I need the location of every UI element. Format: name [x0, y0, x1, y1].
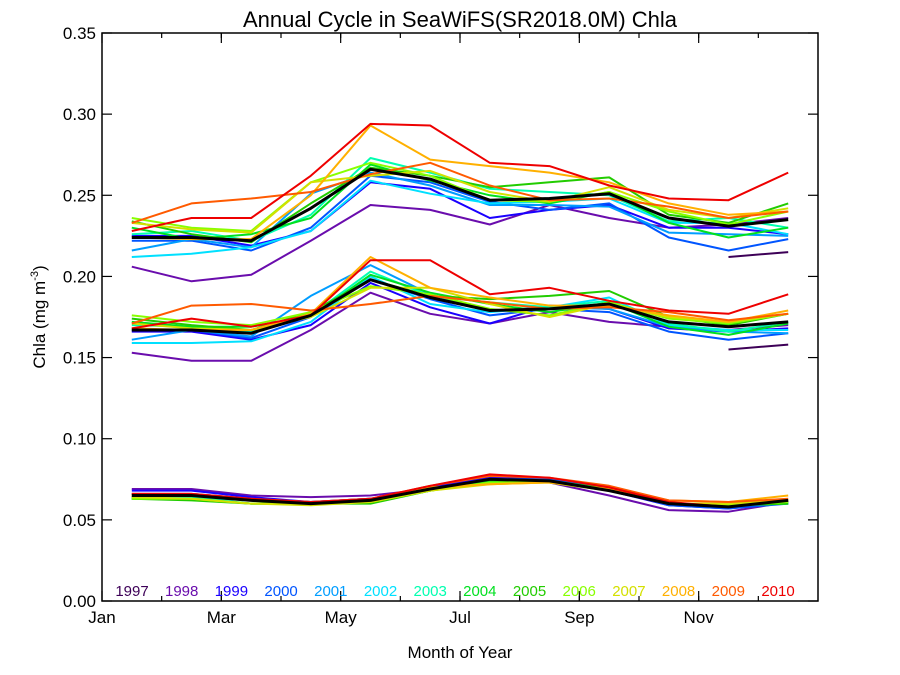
series-line-2008-mid — [131, 256, 789, 331]
x-axis-label: Month of Year — [408, 643, 513, 662]
series-line-1997-high — [728, 251, 789, 258]
mean-line-mid — [131, 278, 789, 335]
series-line-1997-mid — [728, 343, 789, 351]
y-tick-label: 0.20 — [63, 267, 96, 286]
x-tick-label: Jan — [88, 608, 115, 627]
legend-entry-2004: 2004 — [463, 583, 496, 600]
y-tick-label: 0.25 — [63, 186, 96, 205]
series-line-2010-high — [131, 122, 789, 232]
x-tick-label: Jul — [449, 608, 471, 627]
legend-entry-2008: 2008 — [662, 583, 695, 600]
y-tick-label: 0.10 — [63, 430, 96, 449]
y-axis-label-close: ) — [30, 265, 49, 271]
legend-entry-2006: 2006 — [563, 583, 596, 600]
legend-entry-2002: 2002 — [364, 583, 397, 600]
x-tick-label: Nov — [684, 608, 715, 627]
mean-line-high — [131, 167, 789, 243]
legend-entry-1998: 1998 — [165, 583, 198, 600]
x-tick-label: Mar — [207, 608, 237, 627]
y-tick-label: 0.35 — [63, 24, 96, 43]
y-axis-label: Chla (mg m-3) — [29, 265, 49, 368]
series-line-2001-high — [131, 171, 789, 252]
legend-entry-2000: 2000 — [264, 583, 297, 600]
y-tick-label: 0.30 — [63, 105, 96, 124]
legend-entry-2007: 2007 — [612, 583, 645, 600]
legend-entry-2010: 2010 — [761, 583, 794, 600]
series-line-2009-mid — [131, 294, 789, 325]
y-tick-label: 0.15 — [63, 349, 96, 368]
chart-title: Annual Cycle in SeaWiFS(SR2018.0M) Chla — [243, 7, 678, 32]
y-tick-label: 0.05 — [63, 511, 96, 530]
legend-entry-1999: 1999 — [215, 583, 248, 600]
series-line-1999-high — [131, 181, 789, 247]
axis-ticks: 0.00 0.05 0.10 0.15 0.20 0.25 0.30 0.35 Jan Mar Ma… — [63, 24, 818, 627]
y-axis-label-sup: -3 — [29, 271, 41, 281]
series-lines — [131, 122, 789, 513]
series-line-2007-high — [131, 169, 789, 234]
legend-entry-2001: 2001 — [314, 583, 347, 600]
mean-line-low — [131, 477, 789, 509]
series-line-2002-high — [131, 179, 789, 258]
legend-entry-1997: 1997 — [115, 583, 148, 600]
y-tick-label: 0.00 — [63, 592, 96, 611]
series-line-2002-mid — [131, 275, 789, 344]
series-line-2006-high — [131, 161, 789, 232]
x-tick-label: May — [325, 608, 358, 627]
x-tick-label: Sep — [564, 608, 594, 627]
legend-entry-2003: 2003 — [414, 583, 447, 600]
series-line-2004-high — [131, 163, 789, 241]
legend-entry-2009: 2009 — [712, 583, 745, 600]
legend-entry-2005: 2005 — [513, 583, 546, 600]
series-line-2009-high — [131, 161, 789, 224]
legend: 1997 1998 1999 2000 2001 2002 2003 2004 2005 2006… — [115, 583, 794, 600]
series-line-2010-mid — [131, 259, 789, 330]
y-axis-label-main: Chla (mg m — [30, 281, 49, 369]
